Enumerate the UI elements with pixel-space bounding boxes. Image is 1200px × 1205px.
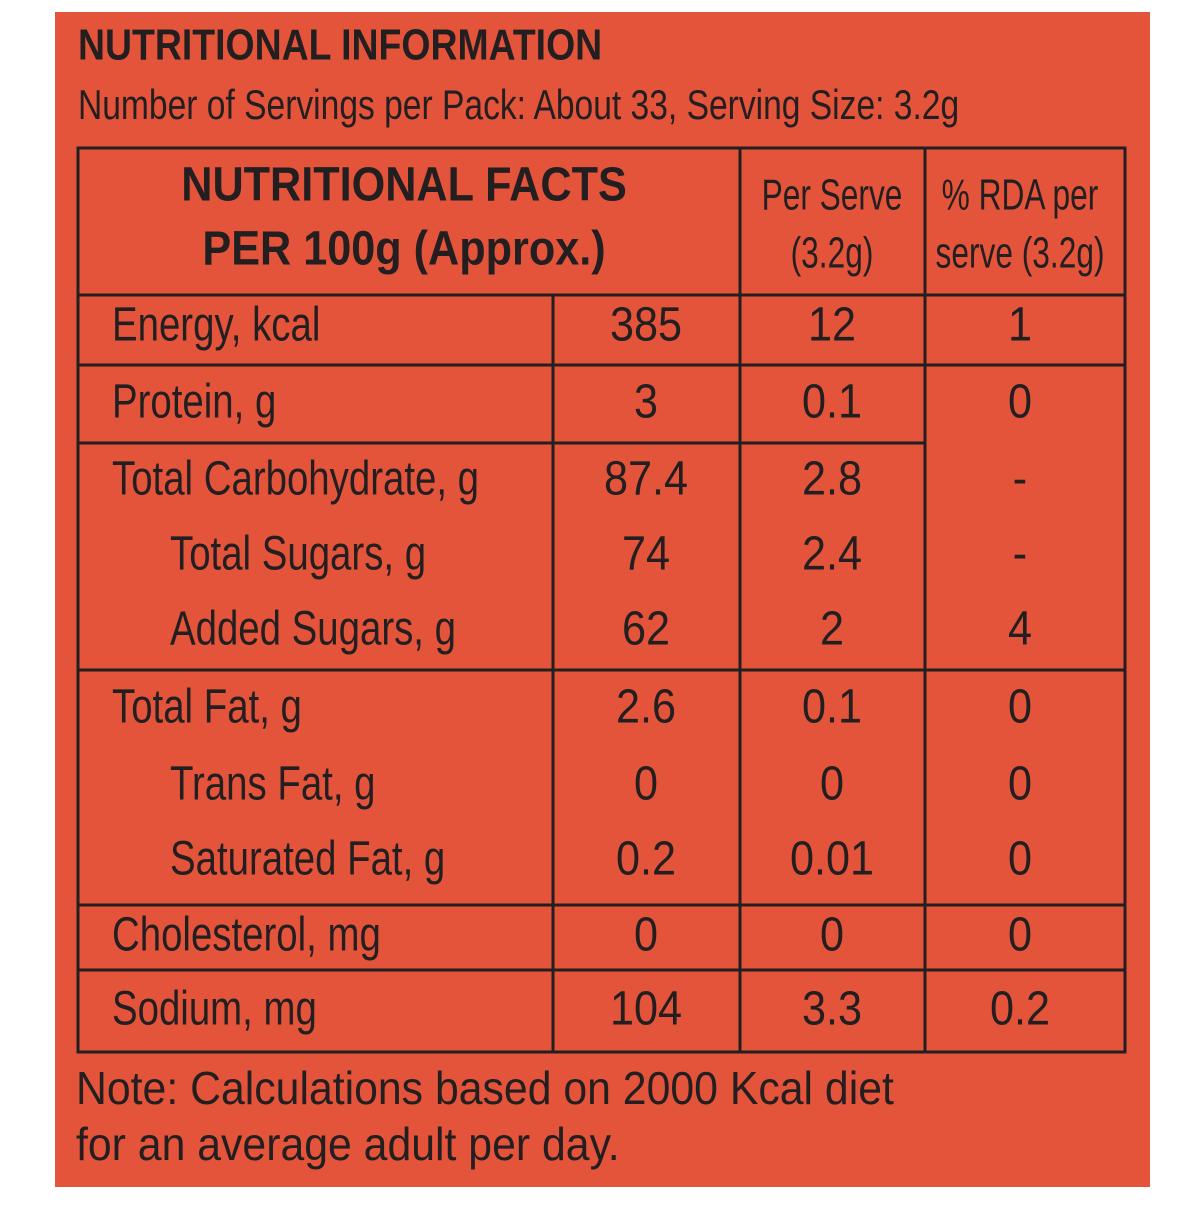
nutrient-value: 1 [1008, 298, 1032, 352]
nutrient-name: Total Fat, g [112, 681, 302, 734]
nutrient-value: 12 [808, 298, 856, 352]
nutrient-name: Total Carbohydrate, g [112, 453, 479, 506]
nutrient-name: Energy, kcal [112, 299, 320, 352]
subtitle: Number of Servings per Pack: About 33, S… [78, 83, 959, 129]
nutrient-value: 0 [1008, 680, 1032, 734]
nutrient-value: 0 [1008, 908, 1032, 962]
nutrient-name: Sodium, mg [112, 983, 317, 1036]
column-header: PER 100g (Approx.) [202, 222, 605, 276]
column-header: NUTRITIONAL FACTS [181, 158, 627, 212]
nutrient-value: 62 [622, 602, 670, 656]
nutrient-name: Trans Fat, g [170, 758, 376, 811]
nutrient-value: 0.1 [802, 680, 862, 734]
nutrient-value: 3 [634, 375, 658, 429]
nutrient-value: 0.2 [616, 832, 676, 886]
nutrient-value: 0 [1008, 832, 1032, 886]
note: Note: Calculations based on 2000 Kcal di… [76, 1064, 895, 1115]
nutrient-value: 2.4 [802, 527, 862, 581]
nutrient-name: Total Sugars, g [170, 528, 426, 581]
nutrient-value: 74 [622, 527, 670, 581]
label-background [55, 12, 1150, 1187]
nutrient-value: 0.2 [990, 982, 1050, 1036]
column-header: (3.2g) [791, 229, 874, 278]
nutrient-value: 0 [634, 908, 658, 962]
nutrient-value: 385 [610, 298, 682, 352]
nutrient-value: 0 [1008, 375, 1032, 429]
nutrient-value: - [1013, 452, 1027, 506]
note: for an average adult per day. [76, 1120, 620, 1171]
nutrient-value: 2.8 [802, 452, 862, 506]
nutrient-value: 0 [820, 908, 844, 962]
column-header: % RDA per [942, 171, 1099, 220]
nutrient-value: 0 [634, 757, 658, 811]
nutrient-value: 104 [610, 982, 682, 1036]
nutrient-name: Saturated Fat, g [170, 833, 445, 886]
nutrient-name: Protein, g [112, 376, 276, 429]
column-header: serve (3.2g) [936, 229, 1105, 278]
title: NUTRITIONAL INFORMATION [78, 20, 602, 70]
nutrient-value: 0 [820, 757, 844, 811]
nutrient-value: 87.4 [604, 452, 688, 506]
nutrient-name: Cholesterol, mg [112, 909, 381, 962]
nutrient-value: 3.3 [802, 982, 862, 1036]
nutrient-name: Added Sugars, g [170, 603, 456, 656]
nutrient-value: 4 [1008, 602, 1032, 656]
nutrient-value: - [1013, 527, 1027, 581]
nutrient-value: 0.01 [790, 832, 874, 886]
nutrient-value: 0.1 [802, 375, 862, 429]
nutrient-value: 2.6 [616, 680, 676, 734]
column-header: Per Serve [762, 171, 903, 220]
nutrient-value: 2 [820, 602, 844, 656]
table-grid [76, 146, 1127, 1054]
nutrient-value: 0 [1008, 757, 1032, 811]
